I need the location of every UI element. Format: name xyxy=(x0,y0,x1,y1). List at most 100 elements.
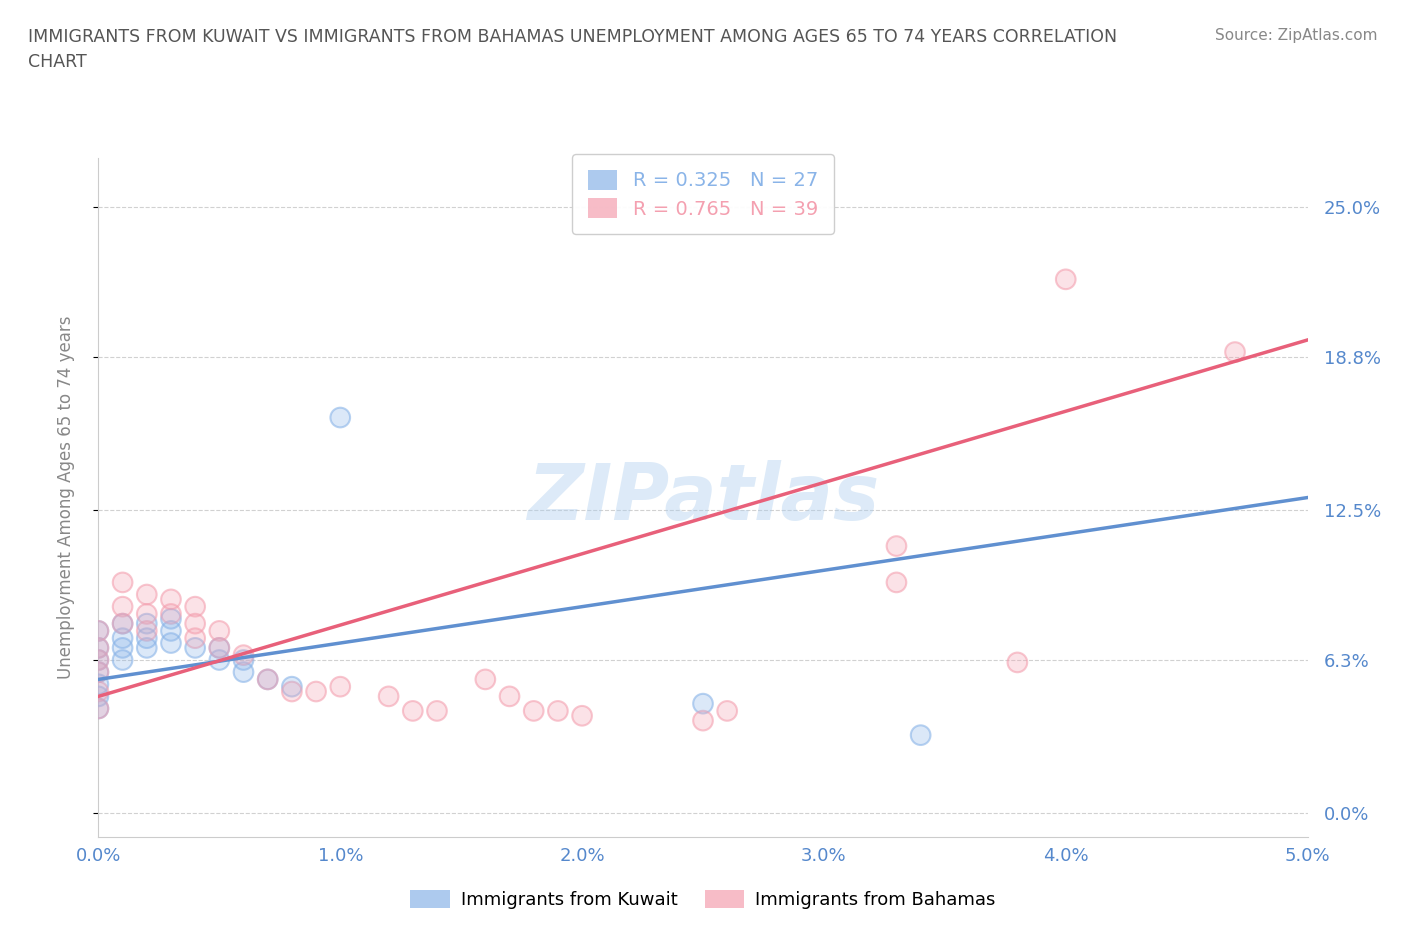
Point xyxy=(232,653,254,668)
Point xyxy=(87,665,110,680)
Point xyxy=(111,575,134,590)
Point xyxy=(87,653,110,668)
Point xyxy=(87,641,110,656)
Point xyxy=(910,727,932,742)
Point xyxy=(111,575,134,590)
Point xyxy=(329,410,352,425)
Point xyxy=(329,410,352,425)
Point xyxy=(160,606,183,621)
Point xyxy=(160,611,183,626)
Point xyxy=(135,641,157,656)
Point xyxy=(256,672,278,687)
Point xyxy=(208,641,231,656)
Point xyxy=(87,665,110,680)
Point xyxy=(886,575,908,590)
Point xyxy=(87,641,110,656)
Point xyxy=(135,641,157,656)
Point xyxy=(160,611,183,626)
Point xyxy=(87,623,110,638)
Point xyxy=(232,653,254,668)
Point xyxy=(135,617,157,631)
Point xyxy=(498,689,520,704)
Point xyxy=(256,672,278,687)
Text: Source: ZipAtlas.com: Source: ZipAtlas.com xyxy=(1215,28,1378,43)
Point xyxy=(135,587,157,602)
Point xyxy=(87,701,110,716)
Point xyxy=(1054,272,1077,286)
Point xyxy=(87,701,110,716)
Point xyxy=(160,606,183,621)
Point xyxy=(111,631,134,645)
Legend: R = 0.325   N = 27, R = 0.765   N = 39: R = 0.325 N = 27, R = 0.765 N = 39 xyxy=(572,154,834,234)
Point xyxy=(87,623,110,638)
Point xyxy=(135,587,157,602)
Point xyxy=(523,703,546,718)
Point xyxy=(87,677,110,692)
Point xyxy=(886,538,908,553)
Point xyxy=(87,684,110,699)
Point xyxy=(87,684,110,699)
Point xyxy=(87,701,110,716)
Point xyxy=(305,684,328,699)
Point xyxy=(692,697,714,711)
Point xyxy=(256,672,278,687)
Point xyxy=(184,641,207,656)
Point xyxy=(184,641,207,656)
Point xyxy=(87,641,110,656)
Point xyxy=(329,679,352,694)
Point xyxy=(305,684,328,699)
Point xyxy=(87,665,110,680)
Point xyxy=(1223,345,1246,360)
Point xyxy=(281,679,304,694)
Point xyxy=(184,631,207,645)
Point xyxy=(111,617,134,631)
Point xyxy=(111,653,134,668)
Point xyxy=(208,623,231,638)
Point xyxy=(547,703,569,718)
Point xyxy=(208,623,231,638)
Point xyxy=(426,703,449,718)
Point xyxy=(111,617,134,631)
Point xyxy=(1007,655,1029,670)
Point xyxy=(692,713,714,728)
Point xyxy=(184,599,207,614)
Point xyxy=(87,653,110,668)
Point xyxy=(281,684,304,699)
Point xyxy=(135,606,157,621)
Point xyxy=(160,635,183,650)
Point xyxy=(87,689,110,704)
Point xyxy=(184,599,207,614)
Point xyxy=(886,538,908,553)
Point xyxy=(571,709,593,724)
Point xyxy=(111,599,134,614)
Point xyxy=(111,631,134,645)
Point xyxy=(1007,655,1029,670)
Point xyxy=(111,617,134,631)
Point xyxy=(1054,272,1077,286)
Point xyxy=(111,617,134,631)
Point xyxy=(377,689,399,704)
Point xyxy=(232,665,254,680)
Point xyxy=(184,631,207,645)
Point xyxy=(571,709,593,724)
Point xyxy=(208,641,231,656)
Point xyxy=(523,703,546,718)
Y-axis label: Unemployment Among Ages 65 to 74 years: Unemployment Among Ages 65 to 74 years xyxy=(56,316,75,679)
Point xyxy=(232,647,254,662)
Point xyxy=(208,641,231,656)
Point xyxy=(87,653,110,668)
Point xyxy=(160,623,183,638)
Point xyxy=(498,689,520,704)
Point xyxy=(111,599,134,614)
Point xyxy=(111,641,134,656)
Point xyxy=(886,575,908,590)
Point xyxy=(474,672,496,687)
Point xyxy=(111,653,134,668)
Point xyxy=(87,665,110,680)
Point xyxy=(208,653,231,668)
Point xyxy=(377,689,399,704)
Point xyxy=(87,653,110,668)
Point xyxy=(426,703,449,718)
Point xyxy=(87,701,110,716)
Point xyxy=(135,631,157,645)
